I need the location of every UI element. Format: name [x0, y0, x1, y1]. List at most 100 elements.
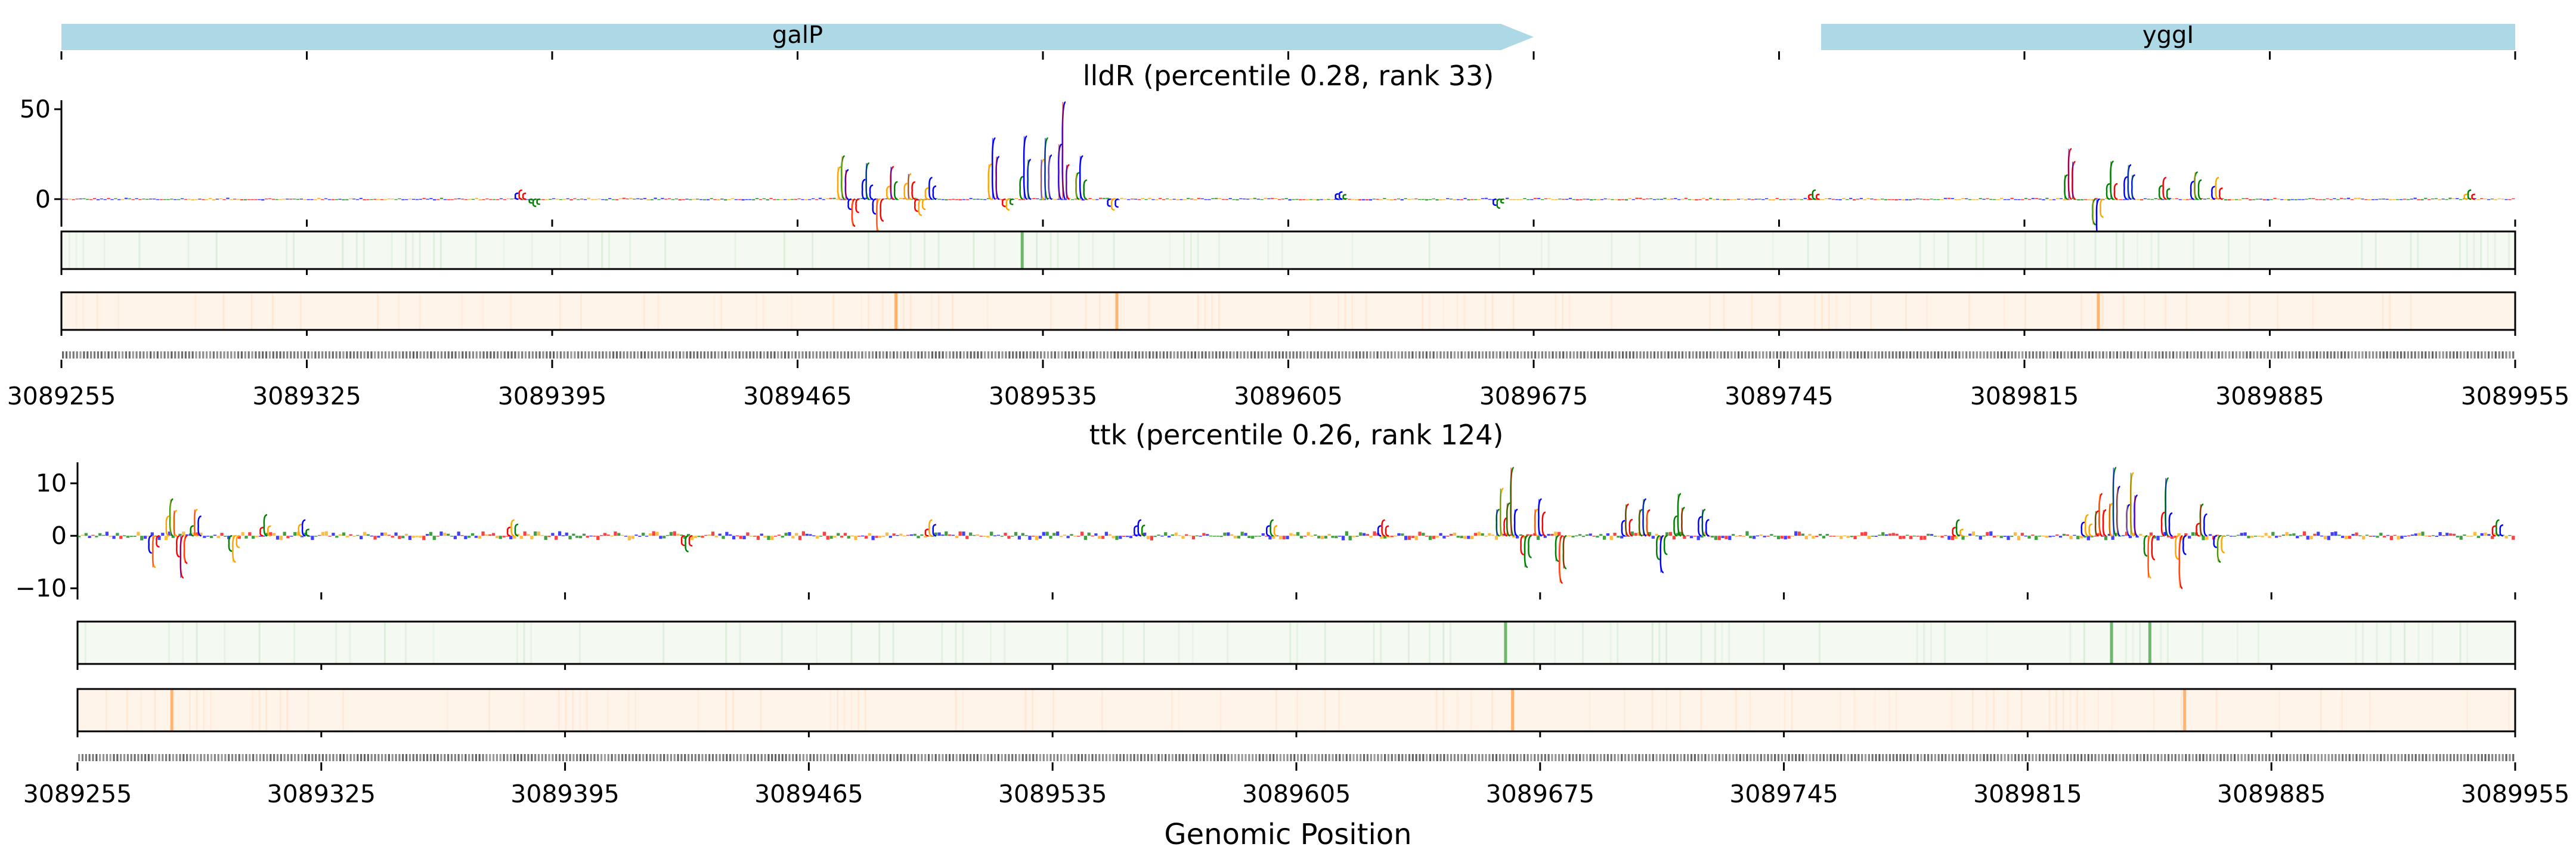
logo-base	[671, 199, 675, 200]
logo-base	[1400, 199, 1404, 201]
logo-base	[1432, 198, 1435, 200]
sequence-base	[931, 754, 934, 761]
sequence-base	[1022, 351, 1024, 359]
logo-base	[133, 536, 137, 537]
heatmap-top-cell	[2361, 231, 2363, 269]
sequence-base	[234, 351, 236, 359]
sequence-base	[374, 754, 376, 761]
logo-base	[2003, 536, 2007, 537]
heatmap-top-cell	[2473, 231, 2475, 269]
sequence-base	[896, 351, 899, 359]
logo-base	[2512, 536, 2515, 540]
logo-base	[2386, 534, 2390, 536]
panel-title: ttk (percentile 0.26, rank 124)	[1089, 419, 1504, 451]
sequence-base	[1937, 754, 1940, 761]
logo-base	[1225, 199, 1228, 200]
logo-base	[1534, 197, 1537, 199]
logo-letter	[2182, 534, 2187, 555]
sequence-base	[1948, 754, 1950, 761]
sequence-base	[329, 754, 331, 761]
sequence-base	[189, 754, 192, 761]
sequence-base	[2259, 351, 2262, 359]
heatmap-bottom-cell	[1324, 689, 1326, 731]
heatmap-bottom-cell	[1211, 292, 1213, 330]
logo-base	[377, 199, 380, 200]
logo-base	[1212, 536, 1216, 537]
logo-base	[447, 199, 450, 200]
logo-base	[643, 197, 647, 199]
sequence-base	[1419, 754, 1421, 761]
logo-peak	[861, 162, 874, 200]
logo-base	[1808, 533, 1812, 536]
logo-base	[415, 199, 419, 200]
sequence-base	[125, 351, 128, 359]
sequence-base	[1439, 754, 1442, 761]
logo-base	[1714, 536, 1718, 540]
sequence-base	[1144, 754, 1146, 761]
sequence-base	[2368, 351, 2371, 359]
sequence-base	[1293, 754, 1296, 761]
logo-base	[1754, 199, 1758, 200]
sequence-base	[311, 754, 314, 761]
sequence-base	[1415, 754, 1417, 761]
logo-base	[1831, 199, 1835, 200]
sequence-base	[2314, 754, 2316, 761]
logo-base	[1712, 199, 1716, 200]
sequence-base	[1944, 351, 1947, 359]
sequence-base	[861, 351, 863, 359]
logo-base	[1840, 536, 1843, 539]
logo-base	[1571, 536, 1575, 537]
logo-base	[2452, 198, 2456, 199]
sequence-base	[1057, 754, 1059, 761]
logo-base	[219, 198, 222, 199]
logo-base	[2027, 199, 2032, 200]
logo-base	[2063, 199, 2066, 201]
heatmap-bottom-cell	[1365, 292, 1367, 330]
heatmap-top-cell	[664, 231, 667, 269]
logo-base	[1933, 536, 1937, 537]
sequence-base	[1498, 754, 1501, 761]
sequence-base	[2223, 754, 2225, 761]
sequence-base	[773, 351, 776, 359]
sequence-base	[1425, 351, 1428, 359]
logo-base	[2174, 536, 2177, 538]
logo-base	[213, 534, 217, 536]
sequence-base	[893, 351, 895, 359]
logo-base	[1460, 536, 1463, 539]
sequence-base	[408, 351, 411, 359]
logo-letter	[514, 192, 519, 200]
heatmap-top-cell	[503, 231, 505, 269]
sequence-base	[1962, 754, 1964, 761]
sequence-base	[833, 351, 835, 359]
logo-base	[1000, 536, 1004, 537]
sequence-base	[612, 351, 615, 359]
sequence-base	[1776, 351, 1778, 359]
sequence-base	[1732, 754, 1735, 761]
sequence-base	[997, 754, 999, 761]
sequence-base	[559, 351, 562, 359]
sequence-base	[496, 754, 499, 761]
sequence-base	[934, 754, 937, 761]
sequence-base	[623, 351, 625, 359]
sequence-base	[1216, 754, 1219, 761]
sequence-base	[1278, 351, 1281, 359]
sequence-base	[2379, 351, 2381, 359]
sequence-base	[1986, 754, 1989, 761]
sequence-base	[1636, 351, 1638, 359]
sequence-base	[2203, 351, 2206, 359]
sequence-base	[2289, 754, 2292, 761]
sequence-base	[778, 754, 781, 761]
sequence-base	[2206, 754, 2208, 761]
sequence-base	[1082, 351, 1084, 359]
heatmap-top-cell	[2193, 231, 2195, 269]
logo-base	[1561, 536, 1565, 537]
logo-base	[241, 532, 244, 536]
x-tick-label: 3089465	[743, 382, 852, 410]
sequence-base	[868, 351, 871, 359]
sequence-base	[707, 351, 709, 359]
logo-base	[1104, 532, 1109, 536]
sequence-base	[444, 754, 446, 761]
logo-base	[510, 198, 513, 200]
sequence-base	[496, 351, 499, 359]
logo-base	[516, 533, 520, 536]
